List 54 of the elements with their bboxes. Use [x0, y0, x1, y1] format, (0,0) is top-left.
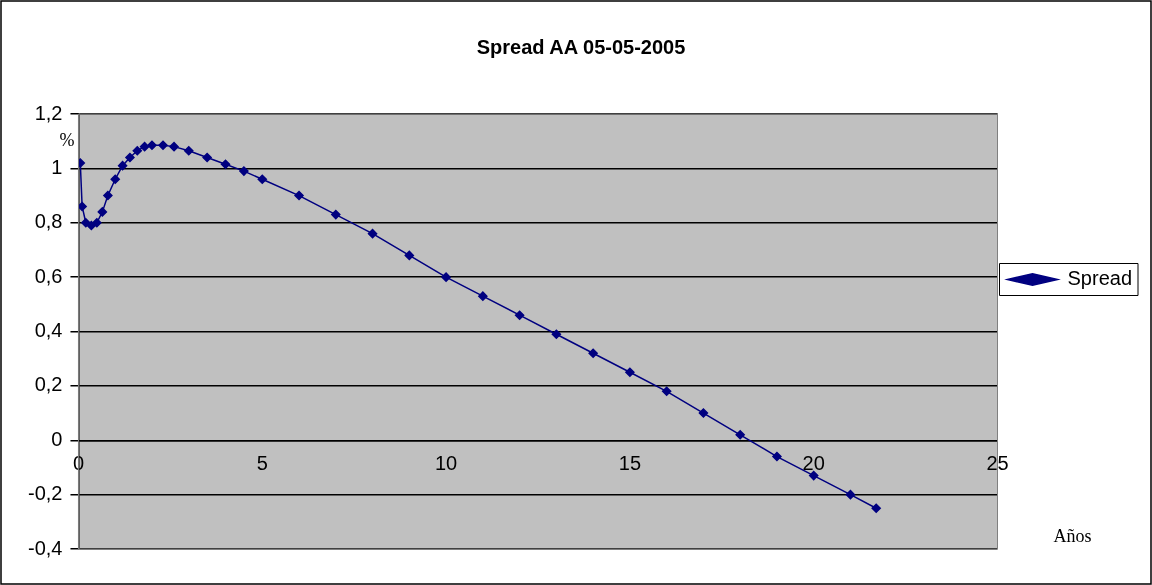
point: [139, 141, 150, 152]
x-tick-label: 25: [986, 451, 1009, 474]
point: [239, 166, 249, 176]
y-tick-label: 1,2: [34, 101, 63, 124]
legend-label: Spread: [1067, 267, 1133, 290]
point: [404, 250, 415, 261]
y-axis-title: %: [59, 129, 75, 150]
point: [125, 152, 135, 163]
point: [92, 218, 102, 228]
point: [294, 190, 304, 201]
x-axis-title: Años: [1053, 525, 1092, 546]
x-tick-label: 20: [802, 451, 825, 474]
point: [625, 367, 635, 378]
point: [735, 430, 745, 440]
point: [588, 348, 598, 358]
point: [97, 207, 108, 217]
point: [257, 174, 268, 184]
point: [808, 470, 819, 481]
y-tick-label: 0: [51, 427, 63, 450]
point: [220, 159, 231, 170]
point: [871, 503, 881, 513]
chart-title: Spread AA 05-05-2005: [476, 35, 686, 58]
y-tick-label: -0,4: [27, 536, 63, 559]
point: [86, 220, 97, 231]
point: [169, 141, 179, 152]
point: [110, 174, 120, 184]
point: [845, 489, 856, 500]
point: [478, 291, 488, 301]
y-tick-label: 1: [51, 155, 63, 178]
point: [441, 272, 451, 282]
point: [78, 201, 87, 212]
y-tick-label: 0,8: [34, 210, 63, 233]
point: [184, 145, 194, 156]
point: [103, 190, 113, 201]
point: [514, 310, 525, 320]
point: [367, 228, 378, 239]
point: [132, 145, 143, 156]
x-tick-label: 15: [618, 451, 642, 474]
point: [147, 140, 157, 151]
x-tick-label: 10: [434, 451, 458, 474]
y-tick-label: 0,2: [34, 373, 63, 396]
point: [158, 140, 168, 151]
point: [551, 329, 562, 339]
point: [661, 386, 672, 397]
y-tick-label: 0,6: [34, 264, 63, 287]
point: [772, 451, 782, 462]
point: [78, 158, 86, 168]
x-tick-label: 5: [256, 451, 268, 474]
point: [117, 160, 128, 171]
point: [331, 209, 341, 220]
y-tick-label: -0,2: [27, 482, 63, 505]
point: [698, 408, 709, 418]
point: [202, 152, 212, 163]
y-tick-label: 0,4: [34, 319, 63, 342]
